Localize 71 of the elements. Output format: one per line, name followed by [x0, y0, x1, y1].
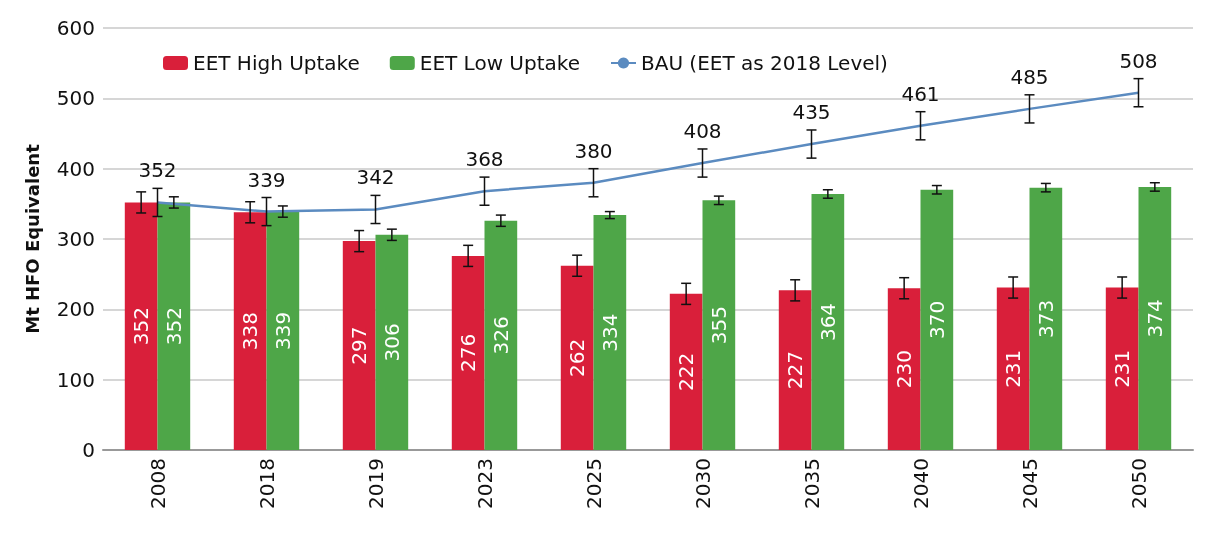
- y-tick-label: 500: [56, 86, 95, 111]
- x-tick-label: 2030: [690, 458, 715, 509]
- data-label: 352: [138, 158, 177, 183]
- legend-label: EET High Uptake: [193, 51, 360, 75]
- bar: [778, 290, 812, 450]
- bar: [593, 215, 627, 450]
- data-label: 326: [488, 316, 513, 355]
- data-label: 230: [892, 350, 917, 389]
- data-label: 408: [683, 119, 722, 144]
- data-label: 352: [129, 307, 154, 346]
- x-tick-label: 2019: [363, 458, 388, 509]
- data-label: 364: [815, 302, 840, 342]
- x-tick-label: 2035: [799, 458, 824, 509]
- data-label: 355: [706, 306, 731, 345]
- data-label: 231: [1110, 349, 1135, 388]
- data-label: 461: [901, 81, 940, 106]
- data-label: 485: [1010, 64, 1049, 89]
- bar: [702, 200, 736, 450]
- bar: [266, 211, 300, 450]
- bar: [1138, 186, 1172, 450]
- x-tick-label: 2018: [254, 458, 279, 509]
- bar: [451, 255, 485, 450]
- data-label: 339: [247, 167, 286, 192]
- data-label: 373: [1033, 299, 1058, 338]
- data-label: 370: [924, 300, 949, 339]
- data-label: 297: [347, 326, 372, 365]
- y-tick-label: 0: [82, 438, 95, 462]
- bar: [1105, 287, 1139, 450]
- bar: [233, 212, 267, 450]
- data-label: 508: [1119, 48, 1158, 73]
- x-tick-label: 2040: [908, 458, 933, 509]
- bar: [375, 234, 409, 450]
- bar: [996, 287, 1030, 450]
- y-tick-label: 300: [56, 227, 95, 251]
- bar: [1029, 187, 1063, 450]
- bar: [124, 202, 158, 450]
- data-label: 262: [565, 338, 590, 377]
- data-label: 339: [270, 311, 295, 350]
- bar: [887, 288, 921, 450]
- bar: [560, 265, 594, 450]
- x-tick-label: 2023: [472, 458, 497, 509]
- x-tick-label: 2008: [145, 458, 170, 509]
- x-tick-label: 2045: [1017, 458, 1042, 509]
- data-label: 231: [1001, 349, 1026, 388]
- data-label: 374: [1142, 299, 1167, 338]
- x-tick-label: 2050: [1126, 458, 1151, 509]
- bar: [484, 220, 518, 450]
- bar: [811, 193, 845, 450]
- y-tick-label: 100: [56, 367, 95, 392]
- data-label: 380: [574, 138, 613, 163]
- legend-label: BAU (EET as 2018 Level): [640, 51, 888, 75]
- data-label: 352: [161, 307, 186, 346]
- y-axis-title: Mt HFO Equivalent: [21, 143, 43, 334]
- data-label: 435: [792, 100, 831, 125]
- data-label: 342: [356, 165, 395, 190]
- data-label: 334: [597, 313, 622, 352]
- y-tick-label: 200: [56, 297, 95, 322]
- data-label: 276: [456, 333, 481, 373]
- data-label: 368: [465, 147, 504, 172]
- bar: [342, 241, 376, 450]
- y-tick-label: 400: [56, 156, 95, 181]
- legend-label: EET Low Uptake: [419, 51, 580, 75]
- x-tick-label: 2025: [581, 458, 606, 509]
- bar: [669, 293, 703, 450]
- data-label: 338: [238, 312, 263, 351]
- bar: [920, 189, 954, 450]
- bar: [157, 202, 191, 450]
- y-tick-label: 600: [56, 16, 95, 40]
- data-label: 222: [674, 352, 699, 392]
- data-label: 227: [783, 351, 808, 390]
- data-label: 306: [379, 323, 404, 362]
